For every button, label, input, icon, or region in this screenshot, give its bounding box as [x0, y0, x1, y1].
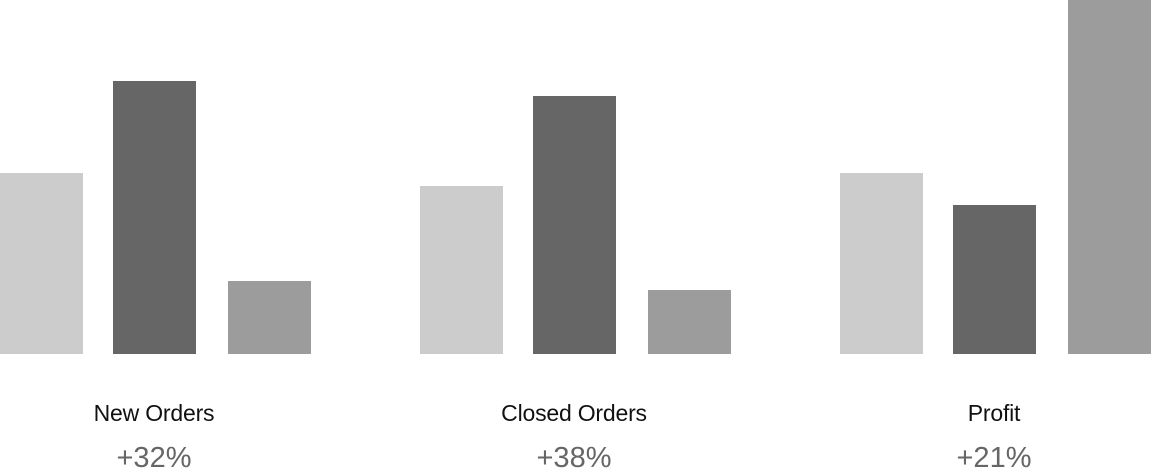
bar-3: [648, 290, 731, 354]
bar-2: [533, 96, 616, 354]
bar-2: [953, 205, 1036, 354]
bar-2: [113, 81, 196, 354]
new-orders-label: New Orders: [93, 400, 215, 426]
bar-1: [0, 173, 83, 354]
bar-3: [1068, 0, 1151, 354]
bar-3: [228, 281, 311, 354]
bar-1: [840, 173, 923, 354]
closed-orders-label: Closed Orders: [501, 400, 647, 426]
closed-orders-bar-chart: [420, 0, 731, 354]
bar-1: [420, 186, 503, 354]
new-orders-bar-chart: [0, 0, 311, 354]
profit-bar-chart: [840, 0, 1151, 354]
closed-orders-change: +38%: [536, 442, 612, 472]
new-orders-change: +32%: [116, 442, 192, 472]
profit-change: +21%: [956, 442, 1032, 472]
profit-label: Profit: [967, 400, 1021, 426]
